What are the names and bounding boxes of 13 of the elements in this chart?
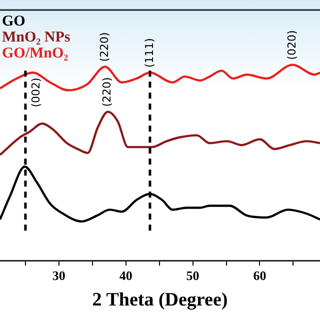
text: GO <box>2 13 26 30</box>
text: MnO₂ NPs <box>2 29 70 46</box>
series-label: GO/MnO₂ <box>2 45 69 62</box>
annotation: (220) <box>98 32 111 62</box>
annotation: (220) <box>100 77 114 107</box>
annotation: (020) <box>285 30 298 60</box>
x-axis-title: 2 Theta (Degree) <box>92 290 228 311</box>
x-tick-label: 50 <box>186 268 200 283</box>
annotation: (111) <box>142 38 156 68</box>
x-tick-label: 30 <box>52 268 66 283</box>
x-tick-label: 40 <box>119 268 132 283</box>
x-tick-label: 60 <box>253 268 266 283</box>
annotation: (002) <box>30 78 43 108</box>
